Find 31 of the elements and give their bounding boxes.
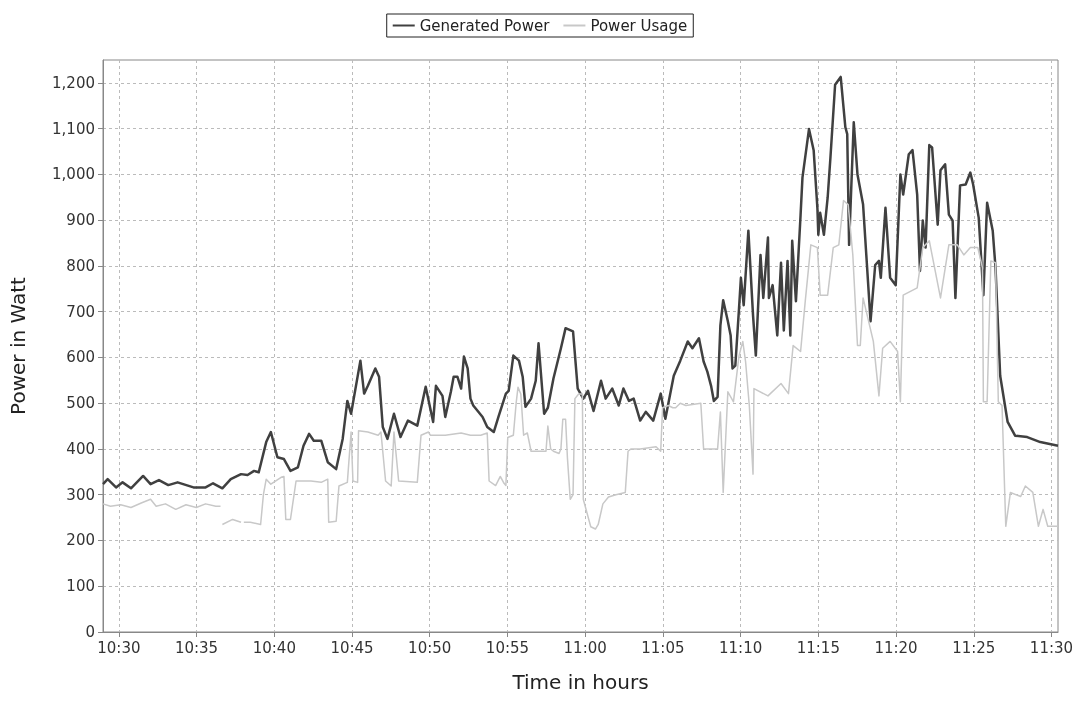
- x-tick-label: 11:05: [641, 638, 685, 657]
- x-tick-label: 11:15: [796, 638, 840, 657]
- x-tick-label: 10:35: [174, 638, 219, 657]
- x-tick-label: 10:55: [485, 638, 530, 657]
- y-tick-label: 200: [66, 531, 95, 550]
- y-tick-label: 900: [66, 211, 95, 230]
- line-series: [101, 75, 1060, 490]
- x-tick-label: 11:25: [952, 638, 996, 657]
- y-axis-title: Power in Watt: [6, 276, 30, 415]
- x-tick-label: 11:00: [563, 638, 607, 657]
- y-tick-label: 600: [66, 348, 95, 367]
- y-tick-label: 700: [66, 302, 95, 321]
- y-tick-label: 500: [66, 394, 95, 413]
- x-tick-label: 11:10: [719, 638, 763, 657]
- y-tick-label: 1,000: [52, 165, 95, 184]
- y-tick-label: 1,100: [52, 119, 95, 138]
- legend-label: Generated Power: [419, 16, 551, 35]
- y-tick-label: 100: [66, 577, 95, 596]
- x-tick-label: 10:30: [97, 638, 141, 657]
- y-tick-label: 800: [66, 256, 95, 275]
- y-tick-label: 0: [85, 623, 95, 641]
- x-tick-label: 11:20: [874, 638, 918, 657]
- x-tick-label: 11:30: [1029, 638, 1074, 657]
- legend-label: Power Usage: [590, 16, 688, 35]
- x-tick-label: 10:45: [330, 638, 374, 657]
- y-tick-label: 300: [66, 485, 95, 504]
- y-tick-label: 1,200: [52, 73, 95, 92]
- x-axis-title: Time in hours: [511, 670, 649, 694]
- y-tick-label: 400: [66, 439, 95, 458]
- x-tick-label: 10:50: [408, 638, 452, 657]
- x-tick-label: 10:40: [252, 638, 296, 657]
